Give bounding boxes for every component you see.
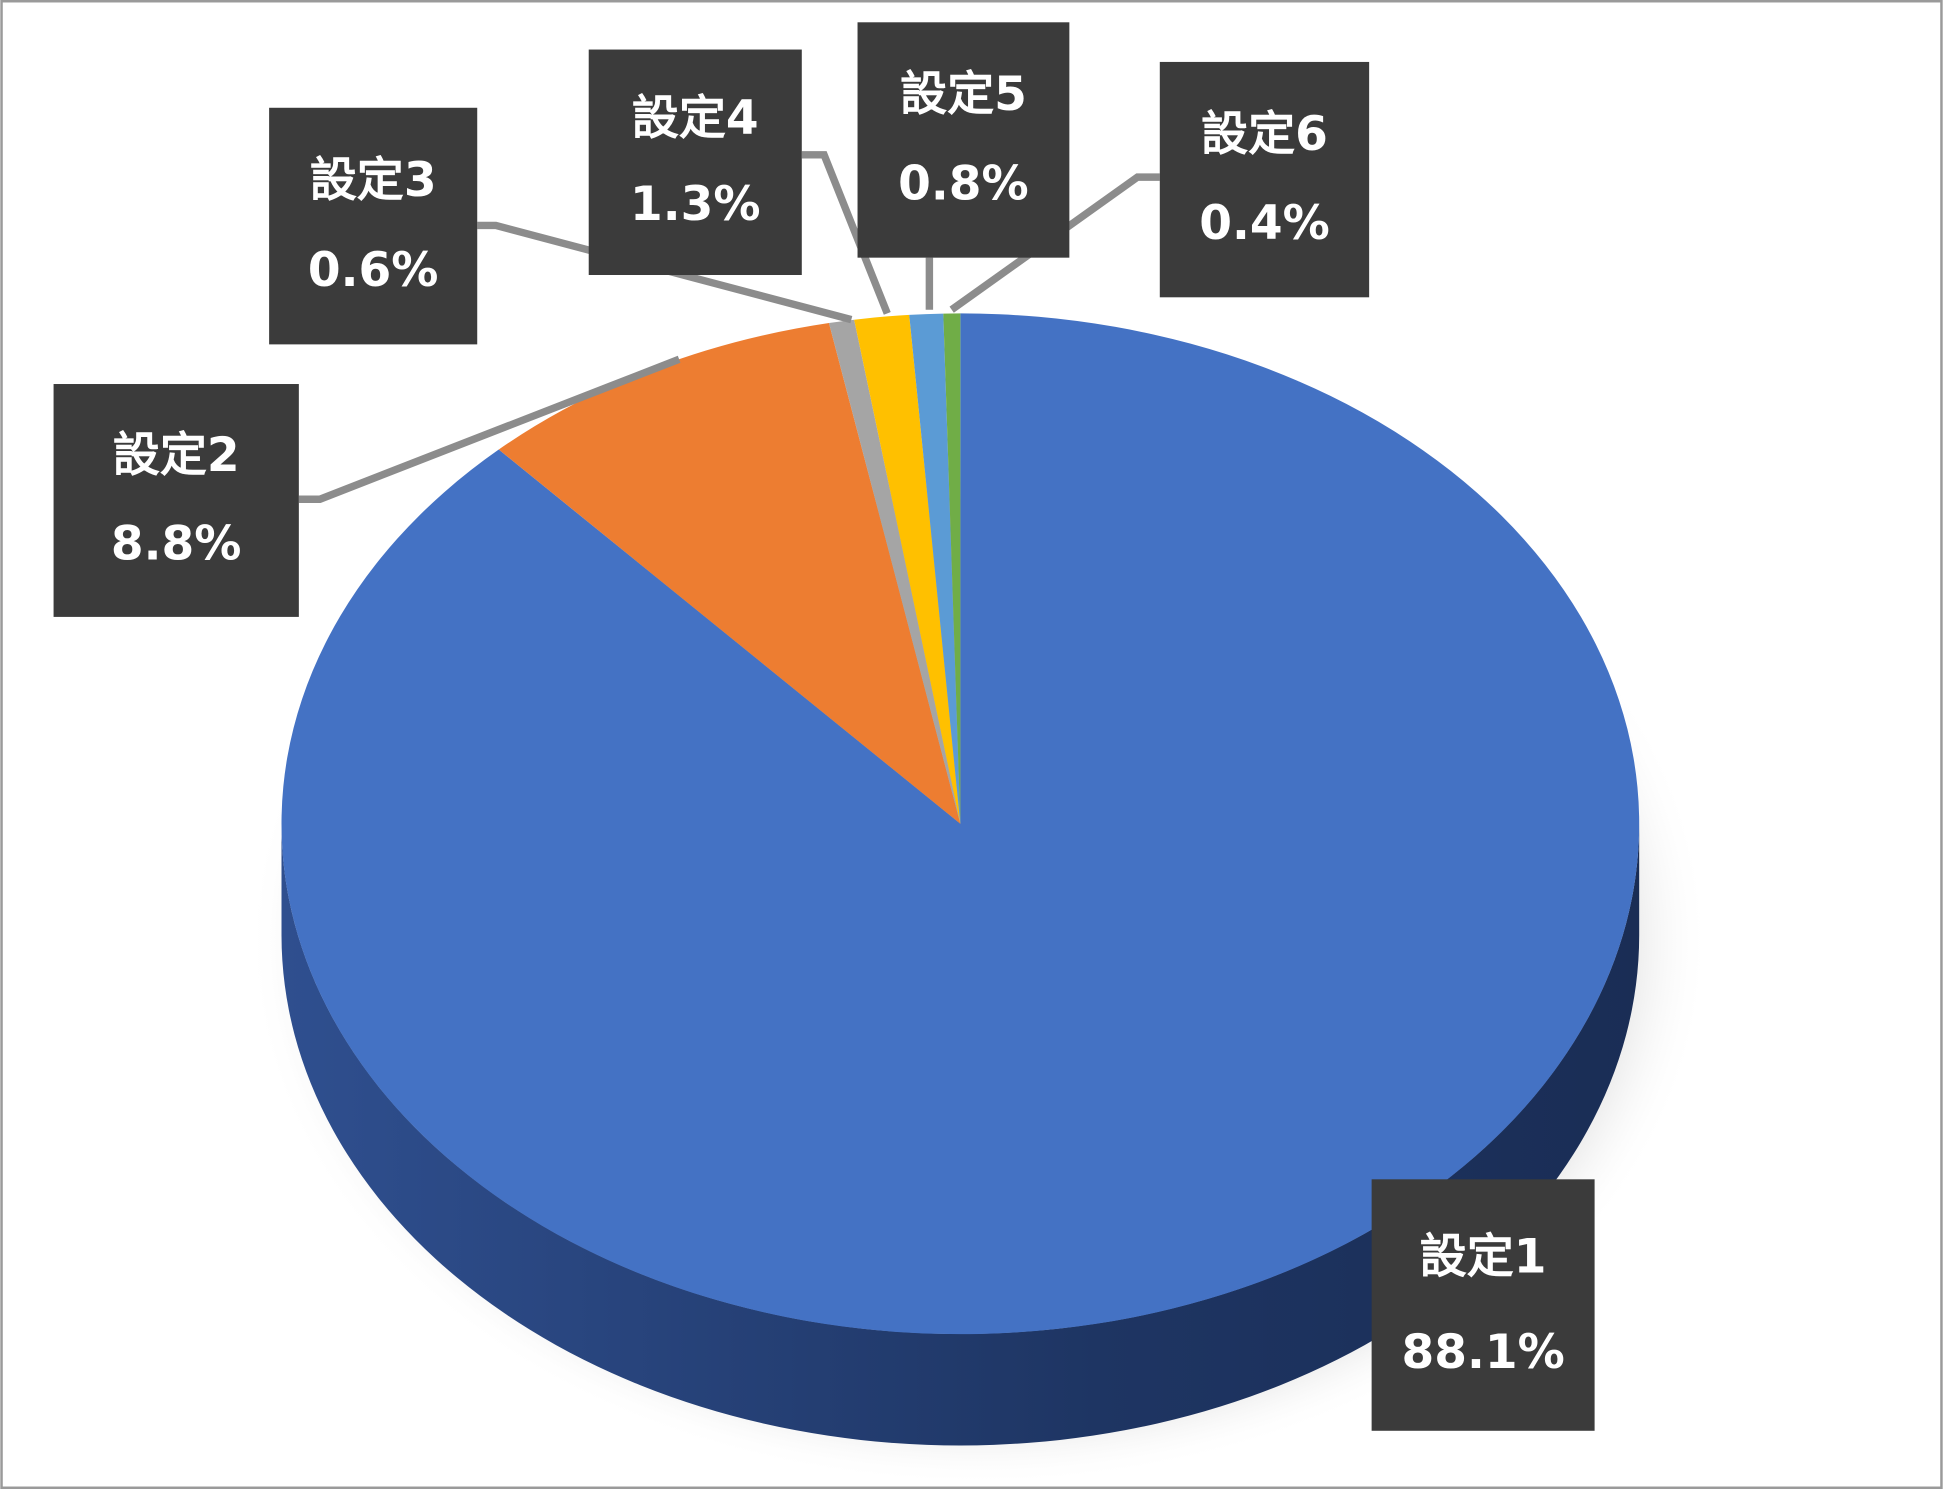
label-box <box>269 107 478 345</box>
slice <box>854 314 961 824</box>
label-box <box>857 22 1070 258</box>
label-name: 設定3 <box>310 153 437 208</box>
label-value: 8.8% <box>111 517 242 572</box>
slice <box>828 319 961 824</box>
label-box <box>1159 61 1370 298</box>
leader-line <box>298 355 681 503</box>
slice <box>498 323 961 824</box>
label-box <box>1371 1179 1595 1431</box>
label-value: 0.6% <box>308 243 439 298</box>
slice-side <box>281 823 1640 1446</box>
slice <box>909 313 961 824</box>
label-name: 設定1 <box>1420 1229 1547 1284</box>
label-name: 設定4 <box>632 91 759 146</box>
slice <box>943 313 961 824</box>
leader-line <box>801 151 891 315</box>
leader-line <box>949 173 1160 313</box>
label-value: 88.1% <box>1401 1325 1564 1380</box>
label-value: 0.8% <box>898 157 1029 212</box>
leader-line <box>477 221 853 324</box>
label-name: 設定5 <box>900 67 1027 122</box>
label-name: 設定2 <box>113 428 240 483</box>
label-box <box>53 384 299 617</box>
label-name: 設定6 <box>1201 107 1328 162</box>
label-value: 0.4% <box>1199 196 1330 251</box>
label-value: 1.3% <box>630 177 761 232</box>
label-box <box>588 49 802 276</box>
